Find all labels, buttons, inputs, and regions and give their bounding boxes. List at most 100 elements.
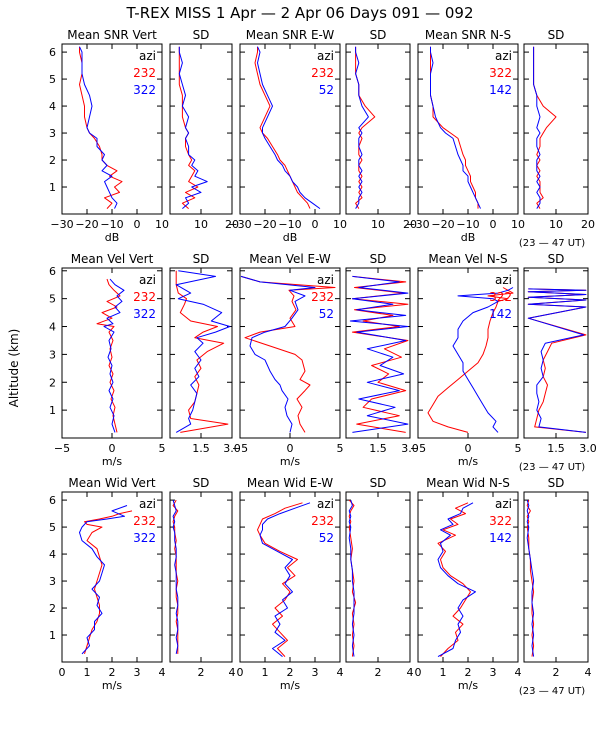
panel-8-legend-header: azi [317,273,334,287]
panel-15-xtick-label: 2 [375,666,382,679]
panel-6-series-322-blue [103,278,125,433]
panel-4-xtick-label: −20 [431,218,454,231]
panel-0-legend-232: 232 [133,66,156,80]
panel-8-xtick-label: 5 [337,442,344,455]
panel-12-xtick-label: 3 [134,666,141,679]
panel-3-xtick-label: 20 [403,218,417,231]
panel-0-series-322-blue [79,46,118,209]
panel-15-frame [345,491,411,663]
panel-12-xlabel: m/s [102,679,122,692]
panel-10-legend-322: 322 [489,290,512,304]
panel-0-xtick-label: 0 [134,218,141,231]
panel-17-series-322-red [526,499,535,657]
panel-3-series-52-blue [355,46,369,209]
panel-6-ytick-label: 1 [49,404,56,417]
panel-13-frame [169,491,233,663]
panel-1-title: SD [193,28,210,42]
panel-5-xtick-label: 10 [549,218,563,231]
panel-9-xtick-label: 3.0 [401,442,419,455]
panel-4-title: Mean SNR N-S [425,28,511,42]
panel-1-xtick-label: 20 [225,218,239,231]
panel-8-series-232-red [240,275,336,433]
panel-0-xtick-label: −10 [100,218,123,231]
panel-9-xtick-label: 1.5 [369,442,387,455]
panel-1-series-232-red [178,46,199,209]
panel-10-title: Mean Vel N-S [428,252,507,266]
panel-0-ytick-label: 2 [49,154,56,167]
panel-15-series-52-blue [348,499,355,657]
panel-6-title: Mean Vel Vert [71,252,154,266]
panel-12-ytick-label: 4 [49,548,56,561]
panel-6-ytick-label: 5 [49,293,56,306]
panel-16-series-142-blue [437,502,476,658]
panel-1: SD 10 20 [169,28,239,231]
panel-4-xtick-label: −10 [456,218,479,231]
panel-17-xtick-label: 4 [585,666,592,679]
panel-13-xtick-label: 4 [229,666,236,679]
panel-12: Mean Wid Vert 1 2 3 4 5 6 0 1 2 3 4 m/s azi 232 322 [49,476,166,692]
panel-16-title: Mean Wid N-S [426,476,510,490]
panel-6-xtick-label: 5 [159,442,166,455]
panel-4-legend-142: 142 [489,83,512,97]
panel-12-legend-322: 322 [133,531,156,545]
panel-2-legend-232: 232 [311,66,334,80]
panel-2-xtick-label: −10 [278,218,301,231]
panel-6-legend-header: azi [139,273,156,287]
panel-2-xtick-label: −20 [253,218,276,231]
panel-10-xtick-label: 0 [465,442,472,455]
panel-8-series-52-blue [240,275,316,433]
panel-0-xtick-label: −30 [50,218,73,231]
panel-10-legend-header: azi [495,273,512,287]
panel-11-xtick-label: 1.5 [547,442,565,455]
panel-0-xlabel: dB [105,231,120,244]
panel-7-series-322-blue [175,270,231,433]
panel-6-ytick-label: 6 [49,265,56,278]
figure-title: T-REX MISS 1 Apr — 2 Apr 06 Days 091 — 0… [126,4,474,22]
panel-4-series-322-red [430,46,479,209]
panel-4: Mean SNR N-S −30 −20 −10 0 10 dB azi 322 142 [406,28,525,244]
panel-9-series-52-blue [349,275,409,433]
panel-16: Mean Wid N-S 0 1 2 3 4 m/s azi 322 142 [415,476,522,692]
panel-11: SD 1.5 3.0 [523,252,597,455]
panel-14-series-232-red [257,502,303,657]
panel-6-xlabel: m/s [102,455,122,468]
panel-0-series-232-red [79,46,123,209]
panel-10-legend-142: 142 [489,307,512,321]
panel-0-ytick-label: 6 [49,46,56,59]
panel-16-xtick-label: 3 [490,666,497,679]
panel-11-title: SD [548,252,565,266]
panel-5: SD 10 20 [523,28,595,231]
panel-14-xtick-label: 4 [337,666,344,679]
panel-6-ytick-label: 2 [49,376,56,389]
panel-14-xtick-label: 3 [312,666,319,679]
panel-12-title: Mean Wid Vert [68,476,155,490]
panel-5-series-142-blue [533,46,541,209]
panel-8-title: Mean Vel E-W [249,252,331,266]
panel-10-series-322-red [427,287,514,433]
panel-2-legend-52: 52 [319,83,334,97]
panel-2-xtick-label: 10 [333,218,347,231]
panel-5-xtick-label: 20 [581,218,595,231]
panel-6-legend-232: 232 [133,290,156,304]
panel-12-xtick-label: 2 [109,666,116,679]
panel-10: Mean Vel N-S −5 0 5 m/s azi 322 142 [410,252,522,468]
panel-6-ytick-label: 4 [49,321,56,334]
panel-6-xtick-label: −5 [54,442,70,455]
panel-8-xlabel: m/s [280,455,300,468]
panel-16-xlabel: m/s [458,679,478,692]
panel-3-title: SD [370,28,387,42]
panel-7: SD 1.5 3.0 [169,252,241,455]
panel-2-series-52-blue [257,46,321,210]
panel-16-series-322-red [437,502,471,657]
panel-14-xtick-label: 1 [262,666,269,679]
panel-8: Mean Vel E-W −5 0 5 m/s azi 232 52 [232,252,344,468]
panel-4-xtick-label: 0 [490,218,497,231]
panel-0-legend-322: 322 [133,83,156,97]
panel-4-legend-322: 322 [489,66,512,80]
panel-6-ytick-label: 3 [49,348,56,361]
panel-4-series-142-blue [430,46,481,209]
panel-0: Mean SNR Vert 1 2 3 4 5 6 −30 −20 −10 0 10 dB azi 232 3… [49,28,169,244]
panel-12-series-322-blue [79,505,128,655]
panel-17-title: SD [548,476,565,490]
